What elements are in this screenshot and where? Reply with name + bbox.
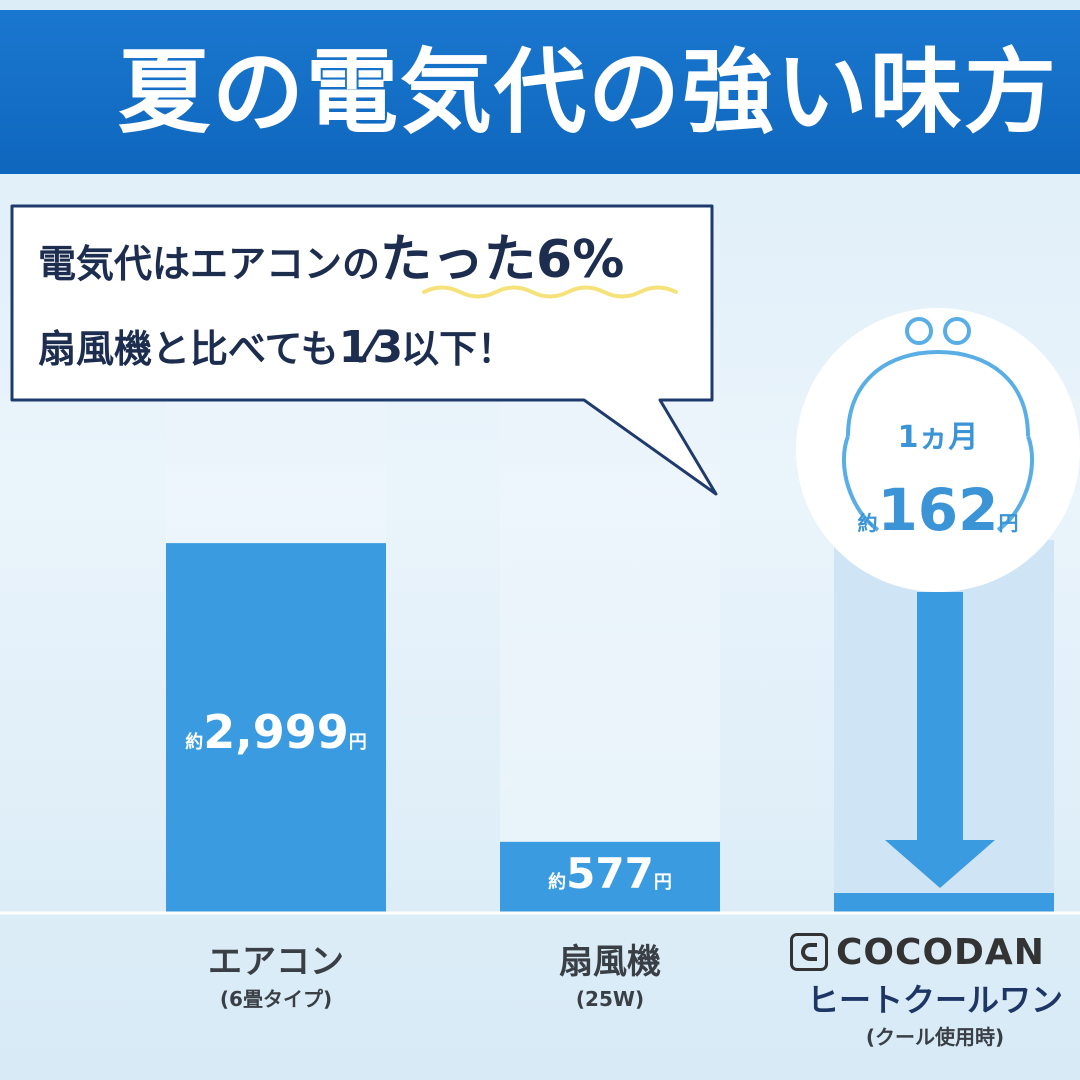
badge-period: 1ヵ月 xyxy=(897,420,979,455)
bubble-line2-suffix: 以下！ xyxy=(401,327,516,371)
category-sub-heatcool: (クール使用時) xyxy=(865,1025,1005,1049)
brand-logo: COCODAN xyxy=(790,930,1080,974)
value-unit-aircon: 円 xyxy=(349,732,367,753)
category-sub-fan: (25W) xyxy=(575,987,645,1011)
bubble-line1-prefix: 電気代はエアコンの xyxy=(38,242,381,286)
category-name-aircon: エアコン xyxy=(208,942,344,982)
bubble-line1-emphasis: たった6% xyxy=(380,230,625,290)
highlight-wave xyxy=(422,285,678,299)
category-name-heatcool: ヒートクールワン xyxy=(806,981,1063,1019)
bar-heatcool xyxy=(834,893,1054,913)
bubble-line2-fraction: 1⁄3 xyxy=(338,322,404,373)
badge-prefix: 約 xyxy=(857,511,878,535)
bubble-line2-prefix: 扇風機と比べても xyxy=(38,327,339,371)
category-name-fan: 扇風機 xyxy=(559,942,661,982)
badge-number: 162 xyxy=(877,476,999,544)
brand-name: COCODAN xyxy=(836,931,1045,973)
value-unit-fan: 円 xyxy=(654,872,672,893)
header-banner: 夏の電気代の強い味方 xyxy=(0,10,1080,174)
value-prefix-aircon: 約 xyxy=(185,731,203,753)
coin-purse-icon xyxy=(842,317,1034,532)
category-label-aircon: エアコン (6畳タイプ) xyxy=(166,940,386,1014)
badge-value: 約162円 xyxy=(848,470,1028,565)
badge-unit: 円 xyxy=(998,511,1019,535)
category-sub-aircon: (6畳タイプ) xyxy=(219,987,333,1011)
header-title: 夏の電気代の強い味方 xyxy=(117,39,1058,146)
category-label-fan: 扇風機 (25W) xyxy=(500,940,720,1014)
value-number-aircon: 2,999 xyxy=(203,705,349,759)
value-prefix-fan: 約 xyxy=(548,871,566,893)
value-label-fan: 約577円 xyxy=(548,849,672,898)
value-label-aircon: 約2,999円 xyxy=(185,705,367,759)
down-arrow xyxy=(885,592,995,888)
brand-logo-icon xyxy=(790,933,828,971)
bubble-text-line1: 電気代はエアコンのたった6% xyxy=(38,230,624,294)
value-number-fan: 577 xyxy=(566,849,654,898)
speech-bubble xyxy=(10,204,718,496)
bar-fan xyxy=(500,841,720,913)
bubble-text-line2: 扇風機と比べても1⁄3以下！ xyxy=(38,318,515,379)
bar-aircon xyxy=(166,543,386,913)
